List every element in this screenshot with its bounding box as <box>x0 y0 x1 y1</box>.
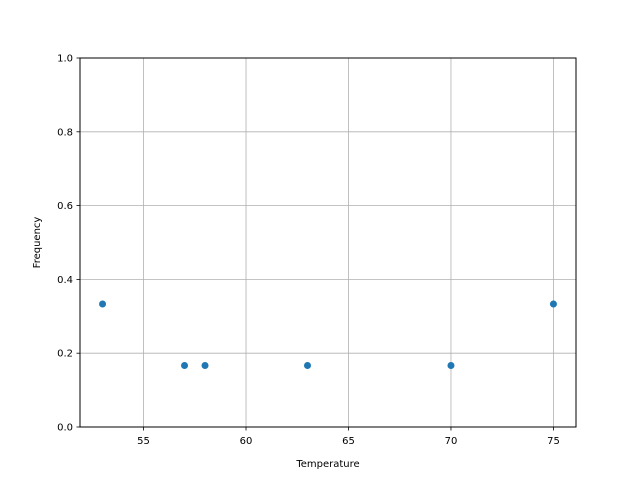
y-tick-label: 0.4 <box>57 275 73 286</box>
scatter-point <box>201 361 209 369</box>
x-tick-label: 60 <box>240 436 253 447</box>
x-tick-label: 55 <box>137 436 150 447</box>
grid <box>80 57 576 428</box>
y-tick-label: 1.0 <box>57 54 73 65</box>
scatter-point <box>99 300 107 308</box>
scatter-point <box>549 300 557 308</box>
x-axis-label: Temperature <box>295 459 359 470</box>
x-tick-label: 65 <box>342 436 355 447</box>
x-tick-label: 70 <box>445 436 458 447</box>
y-tick-label: 0.8 <box>57 127 73 138</box>
y-tick-label: 0.0 <box>57 423 73 434</box>
y-axis-label: Frequency <box>32 217 43 269</box>
scatter-point <box>181 361 189 369</box>
x-tick-label: 75 <box>547 436 560 447</box>
scatter-point <box>447 361 455 369</box>
y-tick-label: 0.6 <box>57 201 73 212</box>
ticks: 55 60 65 70 75 0.0 0.2 0.4 0.6 0.8 1.0 <box>57 54 560 448</box>
scatter-point <box>304 361 312 369</box>
points <box>99 300 557 369</box>
y-tick-label: 0.2 <box>57 349 73 360</box>
plot-frame <box>79 57 577 428</box>
